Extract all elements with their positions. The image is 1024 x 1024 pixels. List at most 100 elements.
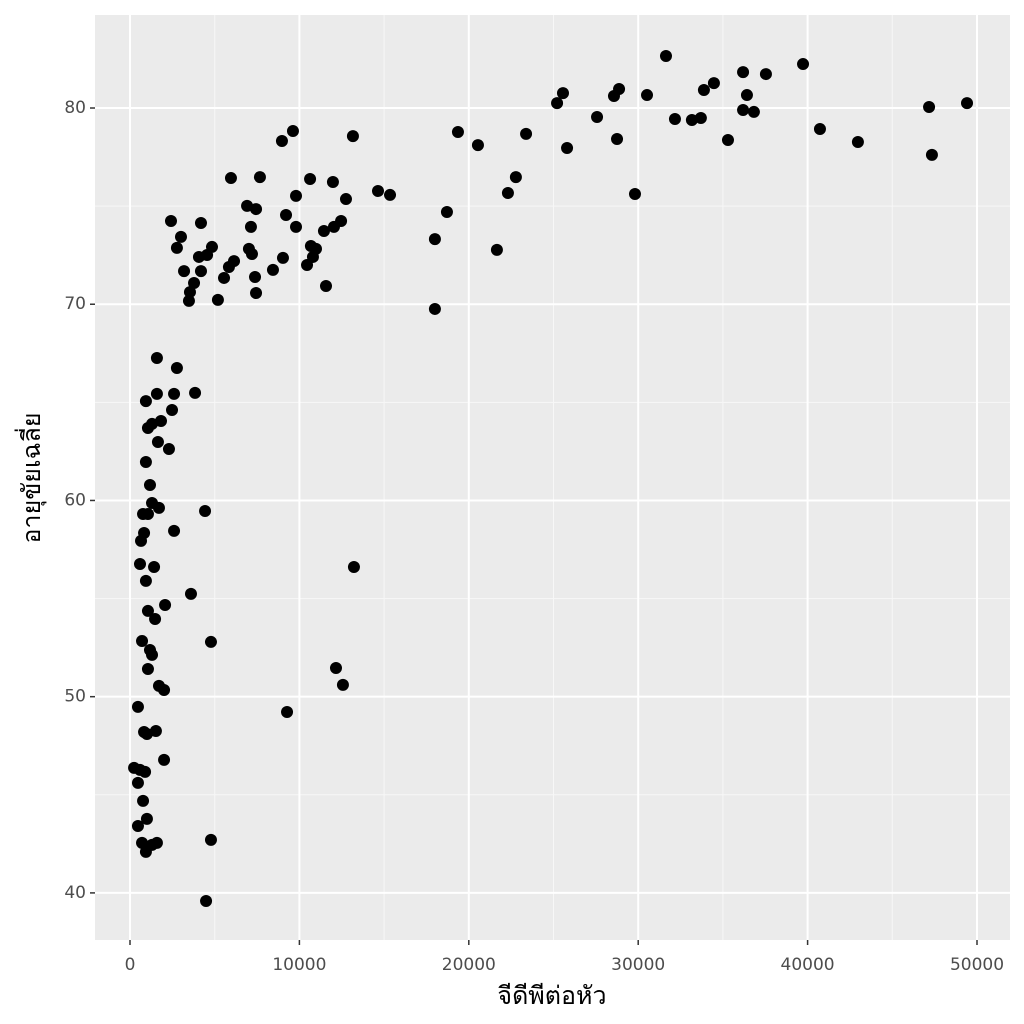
point [133, 558, 146, 571]
point [451, 125, 464, 138]
point [685, 113, 698, 126]
point [747, 105, 760, 118]
point [151, 435, 164, 448]
point [250, 203, 263, 216]
point [204, 635, 217, 648]
point [141, 663, 154, 676]
point [428, 233, 441, 246]
point [607, 90, 620, 103]
point [146, 648, 159, 661]
point [561, 142, 574, 155]
point [551, 97, 564, 110]
point [164, 215, 177, 228]
point [178, 265, 191, 278]
point [136, 836, 149, 849]
point [218, 271, 231, 284]
point [611, 133, 624, 146]
point [182, 294, 195, 307]
point [707, 77, 720, 90]
point [200, 894, 213, 907]
point [204, 833, 217, 846]
point [136, 634, 149, 647]
point [280, 208, 293, 221]
point [139, 574, 152, 587]
point [851, 135, 864, 148]
point [192, 250, 205, 263]
point [290, 220, 303, 233]
point [925, 148, 938, 161]
y-tick-label: 40 [64, 883, 86, 903]
point [148, 560, 161, 573]
point [721, 133, 734, 146]
point [150, 387, 163, 400]
point [170, 241, 183, 254]
point [131, 819, 144, 832]
point [347, 560, 360, 573]
x-tick-label: 20000 [442, 955, 496, 975]
point [276, 251, 289, 264]
point [141, 604, 154, 617]
point [194, 216, 207, 229]
point [384, 188, 397, 201]
point [290, 189, 303, 202]
point [249, 270, 262, 283]
point [131, 776, 144, 789]
point [813, 123, 826, 136]
point [797, 58, 810, 71]
point [759, 68, 772, 81]
point [317, 225, 330, 238]
point [266, 263, 279, 276]
point [139, 765, 152, 778]
point [140, 727, 153, 740]
point [281, 705, 294, 718]
point [244, 220, 257, 233]
y-tick-label: 60 [64, 490, 86, 510]
point [339, 193, 352, 206]
point [174, 230, 187, 243]
y-tick-label: 50 [64, 687, 86, 707]
y-tick-label: 70 [64, 294, 86, 314]
point [184, 587, 197, 600]
point [139, 845, 152, 858]
point [139, 455, 152, 468]
point [150, 351, 163, 364]
x-tick-label: 40000 [781, 955, 835, 975]
x-tick-label: 50000 [950, 955, 1004, 975]
point [166, 403, 179, 416]
point [737, 66, 750, 79]
point [304, 173, 317, 186]
point [140, 812, 153, 825]
point [428, 302, 441, 315]
point [336, 678, 349, 691]
point [137, 794, 150, 807]
point [250, 287, 263, 300]
point [697, 83, 710, 96]
point [139, 395, 152, 408]
point [740, 89, 753, 102]
point [245, 248, 258, 261]
point [194, 265, 207, 278]
point [301, 258, 314, 271]
point [329, 662, 342, 675]
point [224, 172, 237, 185]
point [520, 127, 533, 140]
point [162, 443, 175, 456]
y-axis-title: อายุขัยเฉลี่ย [14, 413, 47, 544]
point [275, 134, 288, 147]
point [199, 505, 212, 518]
x-tick-label: 30000 [611, 955, 665, 975]
x-tick-label: 10000 [272, 955, 326, 975]
point [668, 112, 681, 125]
point [168, 524, 181, 537]
point [471, 139, 484, 152]
point [286, 124, 299, 137]
point [327, 220, 340, 233]
point [737, 103, 750, 116]
point [159, 599, 172, 612]
point [135, 534, 148, 547]
point [628, 187, 641, 200]
point [319, 279, 332, 292]
point [372, 185, 385, 198]
point [189, 386, 202, 399]
